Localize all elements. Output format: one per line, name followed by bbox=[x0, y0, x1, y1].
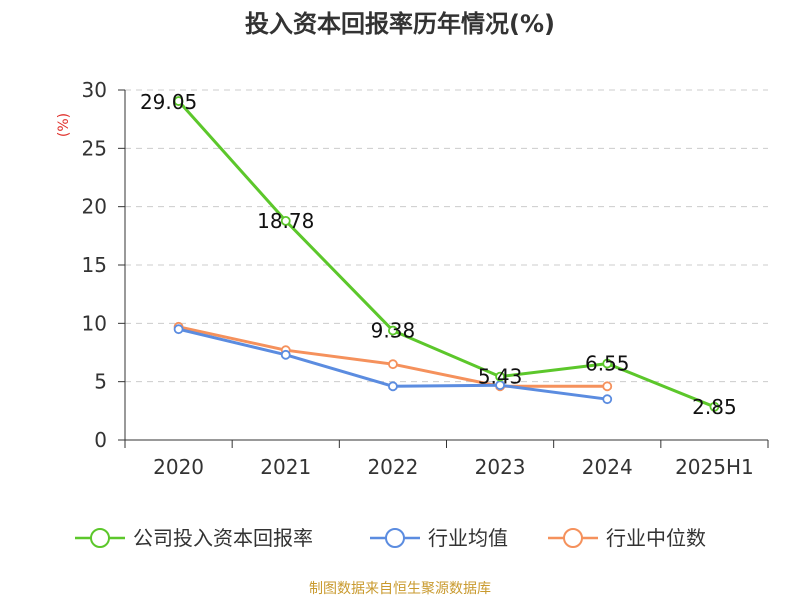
x-tick-label: 2025H1 bbox=[675, 455, 754, 479]
y-tick-label: 10 bbox=[82, 311, 107, 335]
y-tick-label: 30 bbox=[82, 78, 107, 102]
legend-item-2[interactable]: 行业中位数 bbox=[548, 526, 706, 550]
source-note: 制图数据来自恒生聚源数据库 bbox=[309, 581, 491, 597]
y-axis-unit-label: (%) bbox=[56, 113, 72, 137]
y-tick-label: 20 bbox=[82, 195, 107, 219]
axes: 0 5 10 15 20 25 30 2020 2021 2022 2023 2024 2025H1 bbox=[82, 78, 769, 479]
data-label: 18.78 bbox=[257, 209, 314, 233]
x-tick-label: 2020 bbox=[153, 455, 204, 479]
data-point bbox=[388, 381, 398, 392]
data-point bbox=[388, 359, 398, 370]
x-tick-label: 2023 bbox=[475, 455, 526, 479]
y-tick-label: 25 bbox=[82, 136, 107, 160]
data-label: 6.55 bbox=[585, 352, 630, 376]
legend-label: 行业中位数 bbox=[606, 526, 706, 550]
series-line-0 bbox=[177, 100, 715, 409]
legend-swatch-marker bbox=[385, 528, 405, 548]
y-tick-label: 15 bbox=[82, 253, 107, 277]
gridlines bbox=[125, 89, 768, 383]
legend-item-0[interactable]: 公司投入资本回报率 bbox=[75, 526, 313, 550]
series-lines bbox=[173, 96, 720, 412]
x-tick-label: 2022 bbox=[367, 455, 418, 479]
chart-title: 投入资本回报率历年情况(%) bbox=[245, 10, 555, 38]
data-point bbox=[709, 401, 720, 412]
data-label: 29.05 bbox=[140, 90, 197, 114]
data-point bbox=[602, 394, 613, 405]
data-point bbox=[602, 358, 613, 369]
legend-label: 行业均值 bbox=[428, 526, 508, 550]
data-point bbox=[388, 325, 398, 336]
legend-swatch-marker bbox=[563, 528, 583, 548]
data-labels: 29.05 18.78 9.38 5.43 6.55 2.85 bbox=[140, 90, 737, 419]
data-point bbox=[173, 324, 184, 335]
data-label: 2.85 bbox=[692, 395, 737, 419]
legend-swatch-marker bbox=[90, 528, 110, 548]
data-point bbox=[602, 381, 613, 392]
legend-label: 公司投入资本回报率 bbox=[133, 526, 313, 550]
data-point bbox=[495, 371, 505, 382]
x-tick-label: 2021 bbox=[260, 455, 311, 479]
legend: 公司投入资本回报率 行业均值 行业中位数 bbox=[75, 526, 706, 550]
y-tick-label: 5 bbox=[94, 370, 107, 394]
data-point bbox=[280, 215, 291, 226]
x-tick-label: 2024 bbox=[582, 455, 633, 479]
data-label: 9.38 bbox=[371, 319, 416, 343]
data-point bbox=[280, 349, 291, 360]
y-tick-label: 0 bbox=[94, 428, 107, 452]
legend-item-1[interactable]: 行业均值 bbox=[370, 526, 508, 550]
data-point bbox=[173, 96, 184, 106]
data-label: 5.43 bbox=[478, 365, 523, 389]
